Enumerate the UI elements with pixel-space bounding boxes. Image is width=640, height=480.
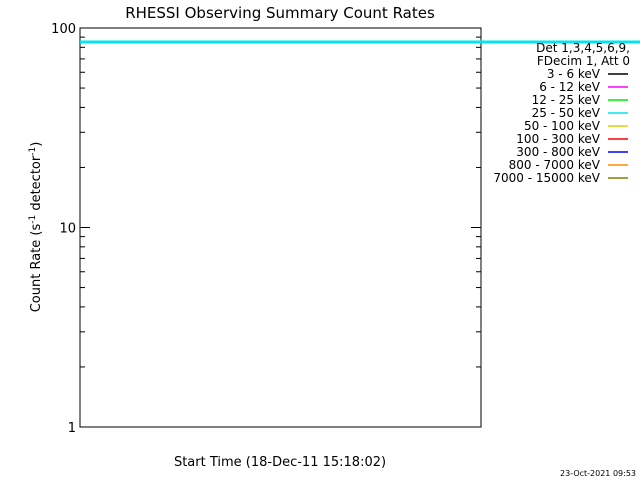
legend-label: 3 - 6 keV — [547, 67, 601, 81]
data-layer: FNRDORD6 — [80, 40, 640, 44]
legend-label: 12 - 25 keV — [532, 93, 601, 107]
legend-label: 7000 - 15000 keV — [493, 171, 600, 185]
y-axis-label: Count Rate (s-1 detector-1) — [28, 142, 44, 313]
y-tick-label: 10 — [59, 222, 76, 237]
legend-label: 100 - 300 keV — [516, 132, 600, 146]
legend-label: 50 - 100 keV — [524, 119, 601, 133]
legend: Det 1,3,4,5,6,9, FDecim 1, Att 0 3 - 6 k… — [493, 41, 630, 185]
y-axis: 1 10 100 — [51, 22, 481, 436]
legend-label: 6 - 12 keV — [539, 80, 601, 94]
legend-label: 25 - 50 keV — [532, 106, 601, 120]
legend-label: 300 - 800 keV — [516, 145, 600, 159]
chart-title: RHESSI Observing Summary Count Rates — [125, 4, 435, 22]
legend-label: 800 - 7000 keV — [509, 158, 601, 172]
legend-header-1: Det 1,3,4,5,6,9, — [536, 41, 630, 55]
x-axis-label: Start Time (18-Dec-11 15:18:02) — [174, 455, 386, 470]
plot-frame — [79, 27, 482, 428]
footer-date: 23-Oct-2021 09:53 — [560, 469, 636, 478]
y-tick-label: 100 — [51, 22, 76, 37]
legend-header-2: FDecim 1, Att 0 — [537, 54, 630, 68]
y-tick-label: 1 — [68, 421, 76, 436]
